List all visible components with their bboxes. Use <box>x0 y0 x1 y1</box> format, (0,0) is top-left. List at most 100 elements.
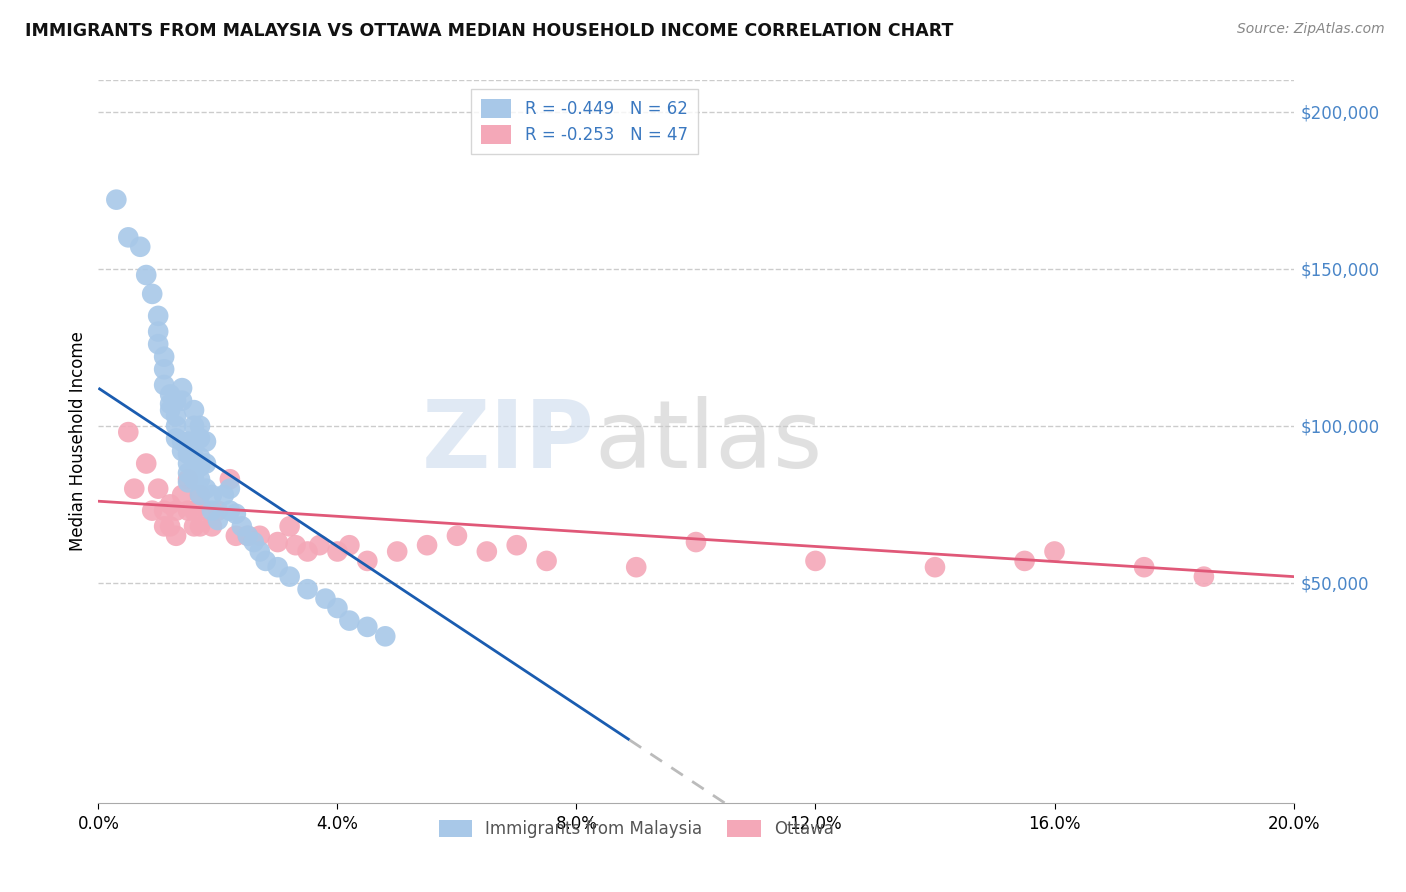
Point <box>177 475 200 490</box>
Point <box>177 472 200 486</box>
Point <box>416 538 439 552</box>
Point <box>326 601 349 615</box>
Point <box>195 482 218 496</box>
Point <box>153 362 176 376</box>
Point <box>188 418 211 433</box>
Point <box>1192 569 1215 583</box>
Point <box>236 529 259 543</box>
Point <box>177 447 200 461</box>
Point <box>188 459 211 474</box>
Y-axis label: Median Household Income: Median Household Income <box>69 332 87 551</box>
Point <box>177 503 200 517</box>
Point <box>201 488 224 502</box>
Point <box>315 591 337 606</box>
Point <box>165 393 187 408</box>
Point <box>446 529 468 543</box>
Point <box>148 482 170 496</box>
Point <box>284 538 307 552</box>
Text: Source: ZipAtlas.com: Source: ZipAtlas.com <box>1237 22 1385 37</box>
Point <box>135 268 157 282</box>
Point <box>308 538 330 552</box>
Point <box>183 459 205 474</box>
Point <box>685 535 707 549</box>
Text: ZIP: ZIP <box>422 395 595 488</box>
Point <box>195 434 218 449</box>
Point <box>195 457 218 471</box>
Point <box>201 519 224 533</box>
Point <box>374 629 396 643</box>
Point <box>188 488 211 502</box>
Point <box>135 457 157 471</box>
Point <box>278 519 301 533</box>
Point <box>249 529 271 543</box>
Point <box>1043 544 1066 558</box>
Point <box>297 582 319 597</box>
Point <box>177 434 200 449</box>
Point <box>172 488 194 502</box>
Point <box>195 503 218 517</box>
Point <box>172 444 194 458</box>
Point <box>207 513 229 527</box>
Point <box>183 519 205 533</box>
Point <box>278 569 301 583</box>
Point <box>117 425 139 439</box>
Point <box>165 418 187 433</box>
Point <box>153 378 176 392</box>
Point <box>188 472 211 486</box>
Point <box>159 397 181 411</box>
Point <box>117 230 139 244</box>
Point <box>243 535 266 549</box>
Point <box>165 503 187 517</box>
Point <box>326 544 349 558</box>
Point <box>188 431 211 445</box>
Point <box>148 325 170 339</box>
Point <box>188 488 211 502</box>
Point <box>124 482 146 496</box>
Point <box>219 472 242 486</box>
Point <box>159 387 181 401</box>
Point <box>129 240 152 254</box>
Point <box>231 519 253 533</box>
Point <box>141 286 163 301</box>
Point <box>153 350 176 364</box>
Point <box>225 507 247 521</box>
Point <box>183 472 205 486</box>
Point <box>924 560 946 574</box>
Point <box>212 488 235 502</box>
Point <box>165 409 187 424</box>
Point <box>188 519 211 533</box>
Point <box>183 450 205 465</box>
Point <box>165 529 187 543</box>
Legend: Immigrants from Malaysia, Ottawa: Immigrants from Malaysia, Ottawa <box>432 814 841 845</box>
Point <box>626 560 648 574</box>
Point <box>105 193 128 207</box>
Point <box>201 503 224 517</box>
Point <box>506 538 529 552</box>
Point <box>254 554 277 568</box>
Point <box>225 529 247 543</box>
Point <box>267 535 290 549</box>
Point <box>183 418 205 433</box>
Point <box>172 393 194 408</box>
Point <box>183 503 205 517</box>
Point <box>339 538 361 552</box>
Point <box>207 503 229 517</box>
Point <box>141 503 163 517</box>
Point <box>177 457 200 471</box>
Point <box>183 434 205 449</box>
Text: IMMIGRANTS FROM MALAYSIA VS OTTAWA MEDIAN HOUSEHOLD INCOME CORRELATION CHART: IMMIGRANTS FROM MALAYSIA VS OTTAWA MEDIA… <box>25 22 953 40</box>
Point <box>159 403 181 417</box>
Point <box>172 434 194 449</box>
Point <box>219 503 242 517</box>
Text: atlas: atlas <box>595 395 823 488</box>
Point <box>219 482 242 496</box>
Point <box>249 544 271 558</box>
Point <box>1133 560 1156 574</box>
Point <box>153 503 176 517</box>
Point <box>804 554 827 568</box>
Point <box>148 309 170 323</box>
Point <box>385 544 409 558</box>
Point <box>339 614 361 628</box>
Point <box>165 431 187 445</box>
Point <box>159 519 181 533</box>
